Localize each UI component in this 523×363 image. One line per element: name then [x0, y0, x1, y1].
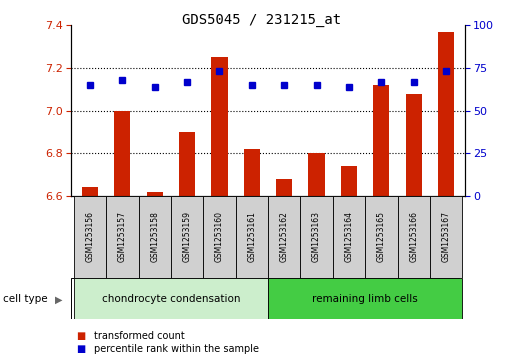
Text: GSM1253160: GSM1253160 [215, 211, 224, 262]
Text: GSM1253164: GSM1253164 [345, 211, 354, 262]
Text: GSM1253157: GSM1253157 [118, 211, 127, 262]
Bar [276, 179, 292, 196]
Bar [309, 153, 325, 196]
Bar [268, 196, 300, 278]
Bar [171, 196, 203, 278]
Text: percentile rank within the sample: percentile rank within the sample [94, 344, 259, 354]
Bar [74, 196, 106, 278]
Text: GSM1253156: GSM1253156 [86, 211, 95, 262]
Bar [365, 196, 397, 278]
Bar [438, 32, 454, 196]
Bar [146, 192, 163, 196]
Bar [115, 111, 130, 196]
Text: ▶: ▶ [55, 294, 62, 305]
Bar [203, 196, 236, 278]
Bar [406, 94, 422, 196]
Bar [74, 278, 268, 319]
Bar [139, 196, 171, 278]
Bar [300, 196, 333, 278]
Text: GSM1253165: GSM1253165 [377, 211, 386, 262]
Text: ■: ■ [76, 331, 85, 341]
Bar [430, 196, 462, 278]
Bar [236, 196, 268, 278]
Text: transformed count: transformed count [94, 331, 185, 341]
Bar [341, 166, 357, 196]
Text: chondrocyte condensation: chondrocyte condensation [101, 294, 240, 303]
Text: GSM1253158: GSM1253158 [150, 211, 160, 262]
Bar [106, 196, 139, 278]
Bar [211, 57, 228, 196]
Text: GSM1253166: GSM1253166 [409, 211, 418, 262]
Text: GSM1253159: GSM1253159 [183, 211, 191, 262]
Text: remaining limb cells: remaining limb cells [312, 294, 418, 303]
Bar [333, 196, 365, 278]
Text: GSM1253163: GSM1253163 [312, 211, 321, 262]
Text: ■: ■ [76, 344, 85, 354]
Text: cell type: cell type [3, 294, 47, 305]
Text: GSM1253161: GSM1253161 [247, 211, 256, 262]
Text: GDS5045 / 231215_at: GDS5045 / 231215_at [182, 13, 341, 27]
Bar [179, 132, 195, 196]
Bar [373, 85, 390, 196]
Bar [397, 196, 430, 278]
Text: GSM1253162: GSM1253162 [280, 211, 289, 262]
Bar [82, 187, 98, 196]
Text: GSM1253167: GSM1253167 [441, 211, 450, 262]
Bar [244, 149, 260, 196]
Bar [268, 278, 462, 319]
